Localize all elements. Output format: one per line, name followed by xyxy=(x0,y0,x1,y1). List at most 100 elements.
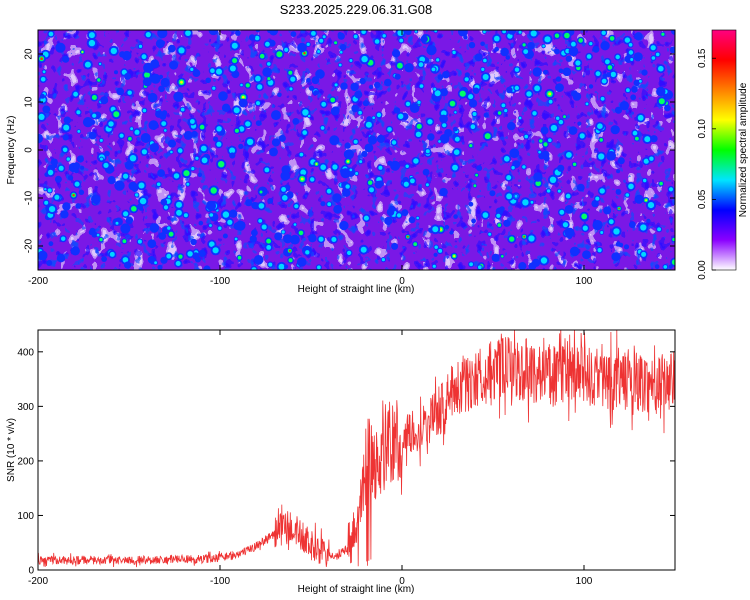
heatmap-speckle xyxy=(343,149,354,160)
heatmap-speckle-core xyxy=(532,111,537,116)
heatmap-speckle xyxy=(48,241,54,247)
snr-y-ticks: 0 100 200 300 400 xyxy=(17,347,675,577)
heatmap-speckle xyxy=(274,232,283,241)
heatmap-speckle-core xyxy=(558,119,564,125)
heatmap-speckle xyxy=(229,152,236,159)
heatmap-speckle xyxy=(533,172,543,182)
heatmap-speckle-core xyxy=(183,213,188,218)
heatmap-speckle-core xyxy=(99,237,103,242)
heatmap-speckle-core xyxy=(449,100,456,107)
heatmap-speckle xyxy=(208,30,219,36)
heatmap-speckle xyxy=(374,81,381,89)
heatmap-speckle xyxy=(543,155,550,162)
colorbar-tick-label: 0.10 xyxy=(697,119,708,139)
heatmap-speckle-core xyxy=(526,91,532,97)
heatmap-speckle xyxy=(602,73,608,79)
heatmap-speckle xyxy=(394,73,401,80)
heatmap-speckle-core xyxy=(640,224,647,231)
heatmap-speckle xyxy=(82,117,94,128)
heatmap-speckle xyxy=(472,87,480,94)
heatmap-speckle-core xyxy=(310,177,315,182)
heatmap-speckle-core xyxy=(518,30,522,34)
heatmap-speckle xyxy=(194,256,201,263)
heatmap-speckle xyxy=(251,229,258,237)
heatmap-speckle-core xyxy=(54,194,60,200)
heatmap-speckle xyxy=(670,30,675,35)
heatmap-speckle-core xyxy=(496,213,501,218)
heatmap-speckle-core xyxy=(63,124,70,131)
heatmap-speckle xyxy=(449,230,454,235)
heatmap-speckle-core xyxy=(258,203,265,209)
heatmap-speckle-core xyxy=(115,221,119,225)
heatmap-speckle-core xyxy=(327,202,332,207)
heatmap-speckle-core xyxy=(317,265,321,270)
heatmap-speckle xyxy=(386,208,395,216)
heatmap-speckle xyxy=(468,99,478,108)
heatmap-speckle xyxy=(384,78,392,87)
heatmap-speckle-core xyxy=(484,133,491,140)
heatmap-speckle xyxy=(88,131,97,140)
heatmap-speckle-core xyxy=(42,70,46,74)
heatmap-speckle-core xyxy=(255,75,261,82)
heatmap-speckle xyxy=(506,86,513,94)
heatmap-speckle xyxy=(161,110,168,116)
heatmap-speckle xyxy=(577,121,582,126)
heatmap-x-ticks: -200 -100 0 100 xyxy=(28,30,593,287)
heatmap-speckle xyxy=(320,201,326,207)
heatmap-speckle xyxy=(235,30,241,36)
heatmap-speckle-core xyxy=(641,251,647,257)
heatmap-speckle-core xyxy=(128,137,132,141)
heatmap-speckle-core xyxy=(267,77,271,81)
heatmap-speckle-core xyxy=(459,90,466,97)
heatmap-speckle-core xyxy=(170,150,173,154)
heatmap-speckle-core xyxy=(365,121,372,128)
heatmap-speckle xyxy=(392,49,401,58)
heatmap-speckle-core xyxy=(290,76,296,82)
heatmap-speckle xyxy=(160,77,170,88)
heatmap-speckle xyxy=(656,86,666,97)
heatmap-speckle-core xyxy=(110,47,118,55)
heatmap-speckle-core xyxy=(453,149,460,155)
heatmap-speckle xyxy=(503,219,511,227)
heatmap-speckle-core xyxy=(432,226,439,233)
heatmap-speckle-core xyxy=(216,141,222,147)
heatmap-speckle-core xyxy=(88,32,95,39)
heatmap-speckle-core xyxy=(434,30,438,33)
heatmap-speckle xyxy=(245,199,253,207)
y-tick-label: 0 xyxy=(28,566,34,577)
heatmap-speckle-core xyxy=(282,195,288,201)
heatmap-speckle-core xyxy=(528,235,535,242)
heatmap-speckle-core xyxy=(245,121,251,127)
heatmap-speckle xyxy=(618,242,624,248)
heatmap-speckle-peak xyxy=(618,207,620,210)
heatmap-speckle-core xyxy=(556,116,560,121)
heatmap-speckle xyxy=(367,135,377,145)
heatmap-speckle xyxy=(160,198,168,206)
y-tick-label: 10 xyxy=(24,96,35,108)
heatmap-speckle xyxy=(408,216,416,224)
heatmap-speckle-core xyxy=(361,30,366,34)
heatmap-speckle-core xyxy=(298,230,304,236)
heatmap-speckle xyxy=(104,150,110,157)
heatmap-speckle-core xyxy=(504,156,510,162)
heatmap-speckle-core xyxy=(452,50,456,55)
heatmap-speckle-core xyxy=(349,59,353,62)
heatmap-speckle xyxy=(562,67,572,77)
heatmap-speckle-peak xyxy=(346,160,350,163)
heatmap-speckle xyxy=(368,84,374,90)
heatmap-speckle xyxy=(483,112,489,118)
heatmap-speckle-core xyxy=(382,34,386,38)
heatmap-speckle xyxy=(340,82,348,90)
heatmap-speckle-core xyxy=(176,209,182,216)
heatmap-speckle-core xyxy=(566,152,572,158)
heatmap-speckle xyxy=(439,114,448,124)
heatmap-speckle-core xyxy=(482,74,489,80)
heatmap-speckle-core xyxy=(266,245,272,250)
heatmap-speckle xyxy=(650,135,658,143)
heatmap-speckle xyxy=(42,105,51,114)
heatmap-speckle-core xyxy=(88,39,96,47)
heatmap-speckle xyxy=(292,118,300,125)
heatmap-speckle-core xyxy=(359,160,363,164)
heatmap-speckle xyxy=(333,204,342,214)
heatmap-speckle xyxy=(442,71,450,79)
